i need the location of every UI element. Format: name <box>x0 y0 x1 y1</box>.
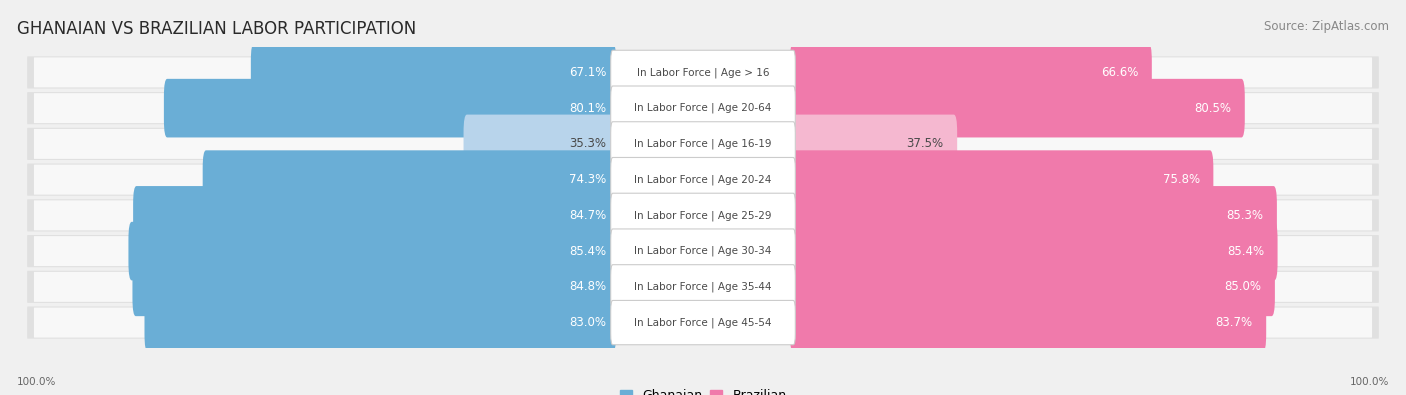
Text: 85.0%: 85.0% <box>1225 280 1261 293</box>
Text: In Labor Force | Age 20-64: In Labor Force | Age 20-64 <box>634 103 772 113</box>
Text: In Labor Force | Age 16-19: In Labor Force | Age 16-19 <box>634 139 772 149</box>
FancyBboxPatch shape <box>134 186 616 245</box>
FancyBboxPatch shape <box>34 200 1372 230</box>
FancyBboxPatch shape <box>790 150 1213 209</box>
FancyBboxPatch shape <box>27 164 1379 196</box>
Legend: Ghanaian, Brazilian: Ghanaian, Brazilian <box>614 384 792 395</box>
FancyBboxPatch shape <box>610 122 796 166</box>
FancyBboxPatch shape <box>34 272 1372 302</box>
Text: 85.4%: 85.4% <box>569 245 606 258</box>
FancyBboxPatch shape <box>790 115 957 173</box>
FancyBboxPatch shape <box>27 128 1379 160</box>
Text: In Labor Force | Age 30-34: In Labor Force | Age 30-34 <box>634 246 772 256</box>
FancyBboxPatch shape <box>132 258 616 316</box>
Text: In Labor Force | Age 45-54: In Labor Force | Age 45-54 <box>634 317 772 328</box>
FancyBboxPatch shape <box>202 150 616 209</box>
FancyBboxPatch shape <box>145 293 616 352</box>
FancyBboxPatch shape <box>34 57 1372 87</box>
FancyBboxPatch shape <box>464 115 616 173</box>
Text: 83.7%: 83.7% <box>1216 316 1253 329</box>
Text: 75.8%: 75.8% <box>1163 173 1199 186</box>
Text: In Labor Force | Age > 16: In Labor Force | Age > 16 <box>637 67 769 78</box>
FancyBboxPatch shape <box>250 43 616 102</box>
Text: 85.4%: 85.4% <box>1227 245 1264 258</box>
Text: In Labor Force | Age 25-29: In Labor Force | Age 25-29 <box>634 210 772 221</box>
FancyBboxPatch shape <box>34 129 1372 159</box>
Text: 83.0%: 83.0% <box>569 316 606 329</box>
Text: 80.1%: 80.1% <box>569 102 606 115</box>
FancyBboxPatch shape <box>610 265 796 309</box>
Text: 74.3%: 74.3% <box>569 173 606 186</box>
Text: GHANAIAN VS BRAZILIAN LABOR PARTICIPATION: GHANAIAN VS BRAZILIAN LABOR PARTICIPATIO… <box>17 20 416 38</box>
Text: 100.0%: 100.0% <box>1350 377 1389 387</box>
FancyBboxPatch shape <box>34 308 1372 338</box>
Text: In Labor Force | Age 35-44: In Labor Force | Age 35-44 <box>634 282 772 292</box>
FancyBboxPatch shape <box>34 236 1372 266</box>
Text: 84.8%: 84.8% <box>569 280 606 293</box>
FancyBboxPatch shape <box>34 165 1372 195</box>
Text: Source: ZipAtlas.com: Source: ZipAtlas.com <box>1264 20 1389 33</box>
Text: 67.1%: 67.1% <box>568 66 606 79</box>
FancyBboxPatch shape <box>610 50 796 94</box>
FancyBboxPatch shape <box>790 258 1275 316</box>
FancyBboxPatch shape <box>790 43 1152 102</box>
Text: 80.5%: 80.5% <box>1195 102 1232 115</box>
FancyBboxPatch shape <box>34 93 1372 123</box>
FancyBboxPatch shape <box>610 86 796 130</box>
Text: In Labor Force | Age 20-24: In Labor Force | Age 20-24 <box>634 174 772 185</box>
FancyBboxPatch shape <box>165 79 616 137</box>
Text: 37.5%: 37.5% <box>907 137 943 150</box>
Text: 100.0%: 100.0% <box>17 377 56 387</box>
FancyBboxPatch shape <box>610 193 796 237</box>
FancyBboxPatch shape <box>610 158 796 202</box>
FancyBboxPatch shape <box>128 222 616 280</box>
FancyBboxPatch shape <box>27 307 1379 339</box>
Text: 35.3%: 35.3% <box>569 137 606 150</box>
FancyBboxPatch shape <box>27 271 1379 303</box>
FancyBboxPatch shape <box>610 229 796 273</box>
FancyBboxPatch shape <box>27 199 1379 231</box>
Text: 66.6%: 66.6% <box>1101 66 1139 79</box>
FancyBboxPatch shape <box>790 293 1267 352</box>
FancyBboxPatch shape <box>790 186 1277 245</box>
FancyBboxPatch shape <box>790 79 1244 137</box>
FancyBboxPatch shape <box>27 92 1379 124</box>
FancyBboxPatch shape <box>610 301 796 345</box>
Text: 85.3%: 85.3% <box>1226 209 1264 222</box>
Text: 84.7%: 84.7% <box>569 209 606 222</box>
FancyBboxPatch shape <box>27 235 1379 267</box>
FancyBboxPatch shape <box>27 56 1379 88</box>
FancyBboxPatch shape <box>790 222 1278 280</box>
